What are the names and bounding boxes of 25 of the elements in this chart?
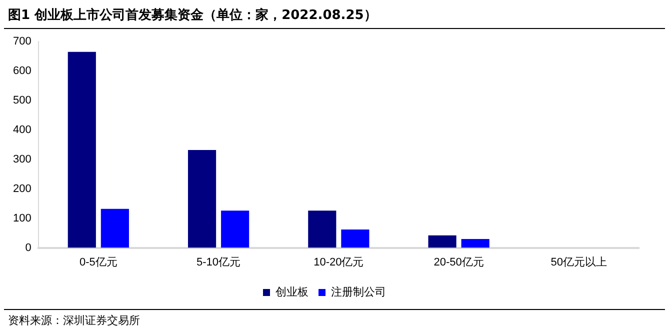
bar xyxy=(68,52,96,248)
x-tick-label: 10-20亿元 xyxy=(314,256,364,268)
y-tick-label: 600 xyxy=(12,65,32,78)
y-tick-label: 700 xyxy=(12,36,32,48)
bar xyxy=(221,210,250,248)
legend-label: 创业板 xyxy=(276,286,308,299)
x-tick-label: 0-5亿元 xyxy=(79,256,118,268)
y-tick-label: 500 xyxy=(12,94,32,107)
y-tick-label: 300 xyxy=(12,153,32,166)
bar xyxy=(308,210,336,248)
bar xyxy=(461,238,490,248)
x-tick-label: 5-10亿元 xyxy=(196,256,241,268)
y-tick-label: 200 xyxy=(12,182,32,195)
chart-title: 图1 创业板上市公司首发募集资金（单位：家，2022.08.25） xyxy=(8,6,377,24)
bar xyxy=(428,235,456,248)
x-tick-label: 50亿元以上 xyxy=(550,255,608,268)
y-tick-label: 0 xyxy=(25,242,32,254)
bar xyxy=(188,150,216,248)
x-tick-label: 20-50亿元 xyxy=(434,256,484,268)
legend-label: 注册制公司 xyxy=(331,286,386,299)
bar xyxy=(100,208,129,248)
y-tick-label: 400 xyxy=(12,124,32,136)
y-tick-label: 100 xyxy=(12,212,32,224)
text: 资料来源：深圳证券交易所 xyxy=(8,313,140,328)
bar xyxy=(341,230,370,248)
